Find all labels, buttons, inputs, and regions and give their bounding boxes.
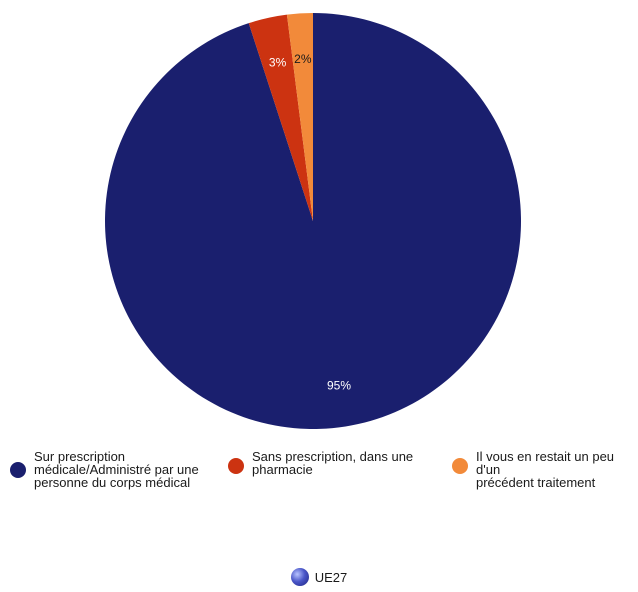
legend-swatch-prescription xyxy=(10,462,26,478)
pie-chart: 95% 3% 2% xyxy=(105,13,522,429)
legend-label-previous-treatment: Il vous en restait un peu d'un précédent… xyxy=(476,449,615,490)
slice-previous-treatment-label: 2% xyxy=(294,52,312,66)
slice-no-prescription xyxy=(248,14,313,222)
slice-prescription-label: 95% xyxy=(327,378,351,392)
series-label: UE27 xyxy=(314,569,348,585)
slice-previous-treatment xyxy=(286,13,313,221)
globe-icon xyxy=(290,568,309,586)
legend-label-prescription: Sur prescription médicale/Administré par… xyxy=(34,449,199,490)
slice-prescription xyxy=(105,13,522,429)
legend-swatch-previous-treatment xyxy=(452,458,468,474)
legend-item-previous-treatment: Il vous en restait un peu d'un précédent… xyxy=(452,450,638,489)
legend-swatch-no-prescription xyxy=(228,458,244,474)
slice-no-prescription-label: 3% xyxy=(269,56,287,70)
legend-item-prescription: Sur prescription médicale/Administré par… xyxy=(10,450,199,489)
legend-label-no-prescription: Sans prescription, dans une pharmacie xyxy=(252,449,414,477)
chart-legend: Sur prescription médicale/Administré par… xyxy=(0,450,638,510)
series-legend: UE27 xyxy=(0,568,638,586)
legend-item-no-prescription: Sans prescription, dans une pharmacie xyxy=(228,450,413,476)
